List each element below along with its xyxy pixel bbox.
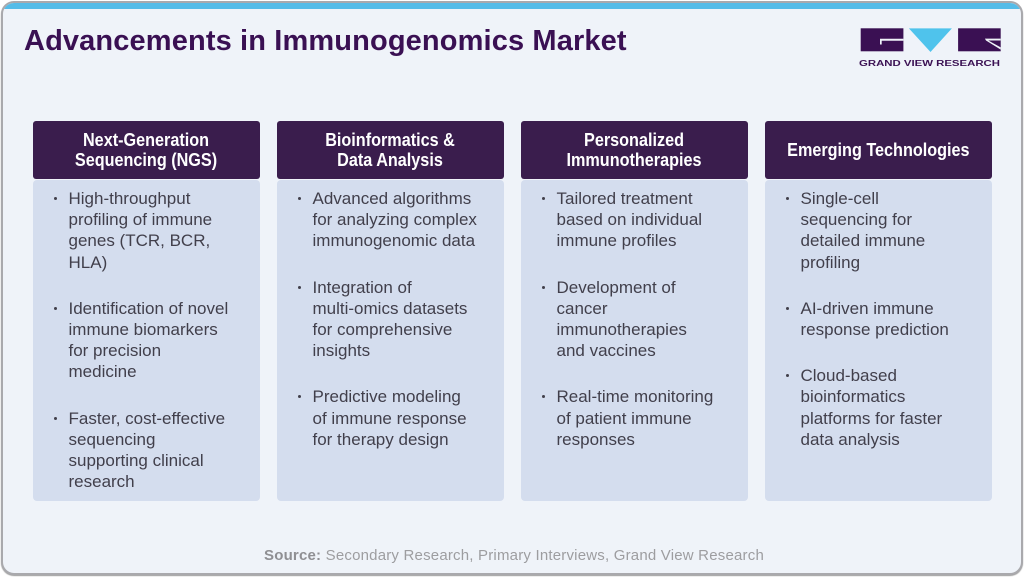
svg-text:GRAND VIEW RESEARCH: GRAND VIEW RESEARCH [859,58,1000,68]
